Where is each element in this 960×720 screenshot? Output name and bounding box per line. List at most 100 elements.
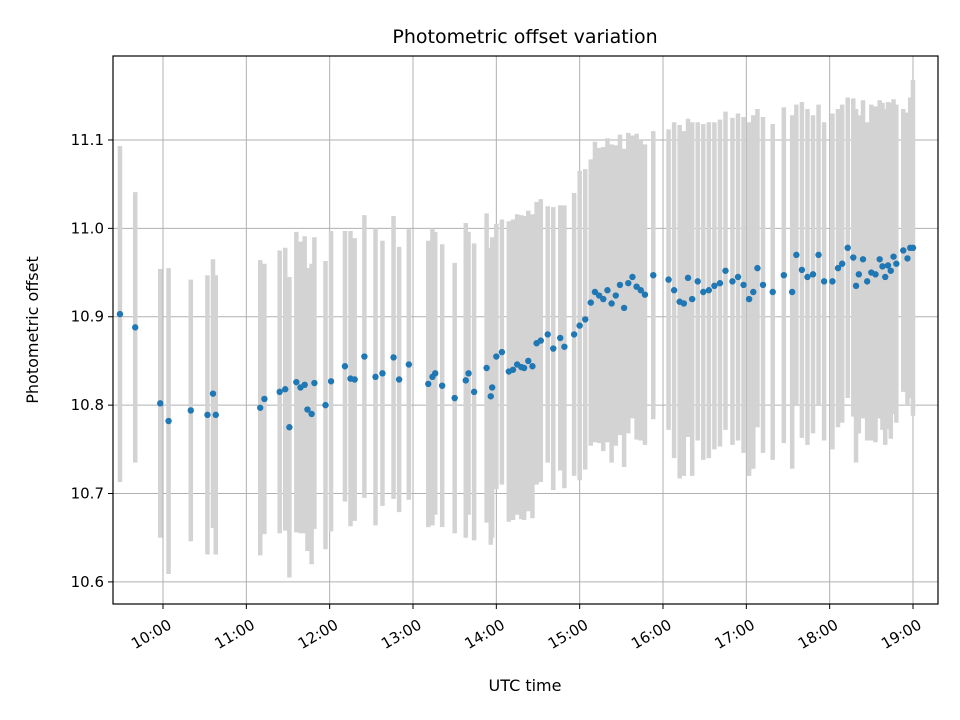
- data-point: [209, 390, 217, 397]
- data-point: [395, 376, 403, 383]
- data-point: [483, 364, 490, 372]
- data-point: [694, 278, 701, 285]
- data-point: [544, 331, 551, 338]
- data-point: [859, 256, 867, 263]
- data-point: [432, 370, 439, 377]
- data-point: [759, 281, 767, 289]
- data-point: [629, 273, 636, 281]
- data-point: [525, 357, 532, 365]
- data-point: [722, 267, 729, 274]
- data-point: [904, 255, 911, 262]
- data-point: [852, 282, 860, 290]
- data-point: [204, 411, 211, 419]
- y-tick-label: 10.9: [71, 308, 104, 326]
- data-point: [684, 274, 692, 282]
- data-point: [591, 288, 599, 296]
- data-point: [165, 417, 172, 425]
- data-point: [705, 287, 713, 294]
- data-point: [570, 331, 578, 338]
- data-point: [488, 384, 496, 391]
- data-point: [470, 388, 478, 396]
- data-point: [879, 263, 886, 270]
- data-point: [595, 292, 603, 299]
- data-point: [327, 378, 335, 385]
- data-point: [308, 410, 315, 418]
- data-point: [900, 247, 907, 254]
- data-point: [608, 300, 615, 307]
- data-point: [493, 353, 500, 360]
- data-point: [882, 273, 889, 281]
- data-point: [665, 276, 672, 283]
- data-point: [322, 401, 329, 409]
- data-point: [876, 256, 883, 263]
- data-point: [425, 380, 432, 388]
- data-point: [351, 376, 358, 383]
- data-point: [650, 272, 657, 279]
- data-point: [863, 278, 871, 285]
- data-point: [529, 363, 536, 370]
- data-point: [465, 370, 472, 377]
- data-point: [293, 378, 300, 386]
- data-point: [311, 379, 318, 387]
- data-point: [716, 279, 724, 287]
- data-point: [788, 288, 796, 296]
- data-point: [390, 354, 397, 361]
- data-point: [769, 288, 776, 296]
- data-point: [304, 406, 311, 413]
- data-point: [612, 292, 619, 299]
- data-point: [604, 287, 611, 294]
- data-point: [341, 363, 349, 370]
- data-point: [829, 278, 836, 285]
- data-point: [509, 366, 517, 373]
- data-point: [620, 304, 628, 312]
- data-point: [740, 281, 747, 289]
- y-tick-label: 10.7: [71, 485, 104, 503]
- y-axis-label: Photometric offset: [23, 256, 42, 404]
- y-tick-label: 11.1: [71, 131, 104, 149]
- data-point: [815, 251, 822, 259]
- data-point: [838, 260, 846, 267]
- data-point: [745, 295, 753, 303]
- data-point: [670, 287, 678, 294]
- data-point: [872, 271, 879, 278]
- data-point: [537, 337, 544, 344]
- data-point: [700, 288, 707, 296]
- data-point: [212, 411, 219, 419]
- data-point: [576, 322, 583, 329]
- data-point: [438, 382, 446, 389]
- y-axis: 10.6 10.7 10.8 10.9 11.0 11.1: [71, 131, 113, 591]
- plot-frame: [112, 55, 939, 605]
- chart-title: Photometric offset variation: [392, 26, 657, 48]
- data-point: [793, 251, 800, 259]
- data-point: [116, 310, 124, 318]
- data-point: [451, 394, 458, 402]
- data-point: [616, 281, 624, 289]
- y-tick-label: 10.8: [71, 396, 104, 414]
- data-point: [276, 388, 283, 396]
- data-point: [405, 361, 413, 368]
- data-point: [729, 278, 736, 285]
- data-point: [754, 264, 761, 272]
- data-point: [587, 299, 594, 306]
- data-point: [157, 400, 164, 407]
- data-point: [520, 364, 528, 372]
- data-point: [909, 244, 917, 251]
- data-point: [561, 343, 568, 350]
- data-point: [884, 262, 892, 269]
- data-point: [844, 244, 851, 251]
- data-point: [498, 348, 506, 356]
- y-tick-label: 10.6: [71, 573, 104, 591]
- data-point: [582, 316, 589, 323]
- data-point: [887, 267, 894, 274]
- x-axis-label: UTC time: [489, 676, 562, 695]
- data-point: [893, 260, 900, 267]
- data-point: [600, 295, 607, 303]
- data-point: [711, 282, 718, 290]
- data-point: [487, 393, 494, 400]
- data-point: [809, 271, 817, 278]
- data-point: [688, 295, 696, 303]
- data-point: [187, 407, 194, 414]
- data-point: [798, 266, 806, 274]
- data-point: [261, 395, 268, 403]
